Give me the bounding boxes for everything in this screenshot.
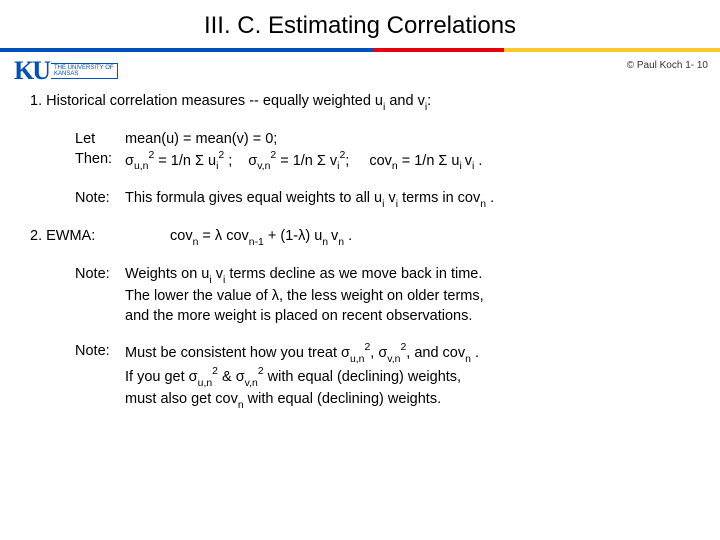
- slide-title: III. C. Estimating Correlations: [0, 0, 720, 48]
- divider-red: [374, 48, 504, 52]
- item2-formula: covn = λ covn-1 + (1-λ) un vn .: [170, 227, 690, 249]
- item1-heading-text: 1. Historical correlation measures -- eq…: [30, 93, 383, 109]
- item1-note-label: Note:: [30, 189, 125, 211]
- item1-let-body: mean(u) = mean(v) = 0; σu,n2 = 1/n Σ ui2…: [125, 130, 690, 173]
- item2-heading-row: 2. EWMA: covn = λ covn-1 + (1-λ) un vn .: [30, 227, 690, 249]
- item2-note1-body: Weights on ui vi terms decline as we mov…: [125, 265, 690, 326]
- item2-note1-label: Note:: [30, 265, 125, 326]
- item2-heading: 2. EWMA:: [30, 227, 170, 249]
- divider-blue: [0, 48, 374, 52]
- slide-content: 1. Historical correlation measures -- eq…: [0, 52, 720, 412]
- ku-logo: KU THE UNIVERSITY OFKANSAS: [14, 56, 118, 86]
- item2-note1-row: Note: Weights on ui vi terms decline as …: [30, 265, 690, 326]
- item2-note2-label: Note:: [30, 342, 125, 412]
- ku-mark: KU: [14, 56, 49, 86]
- divider-yellow: [504, 48, 720, 52]
- item2-note2-row: Note: Must be consistent how you treat σ…: [30, 342, 690, 412]
- copyright: © Paul Koch 1- 10: [627, 60, 708, 71]
- item2-note2-body: Must be consistent how you treat σu,n2, …: [125, 342, 690, 412]
- item1-note-row: Note: This formula gives equal weights t…: [30, 189, 690, 211]
- ku-text: THE UNIVERSITY OFKANSAS: [51, 63, 118, 79]
- item1-let-row: Let Then: mean(u) = mean(v) = 0; σu,n2 =…: [30, 130, 690, 173]
- item1-heading: 1. Historical correlation measures -- eq…: [30, 92, 690, 114]
- divider-bar: [0, 48, 720, 52]
- item1-let-label: Let Then:: [30, 130, 125, 173]
- item1-note-body: This formula gives equal weights to all …: [125, 189, 690, 211]
